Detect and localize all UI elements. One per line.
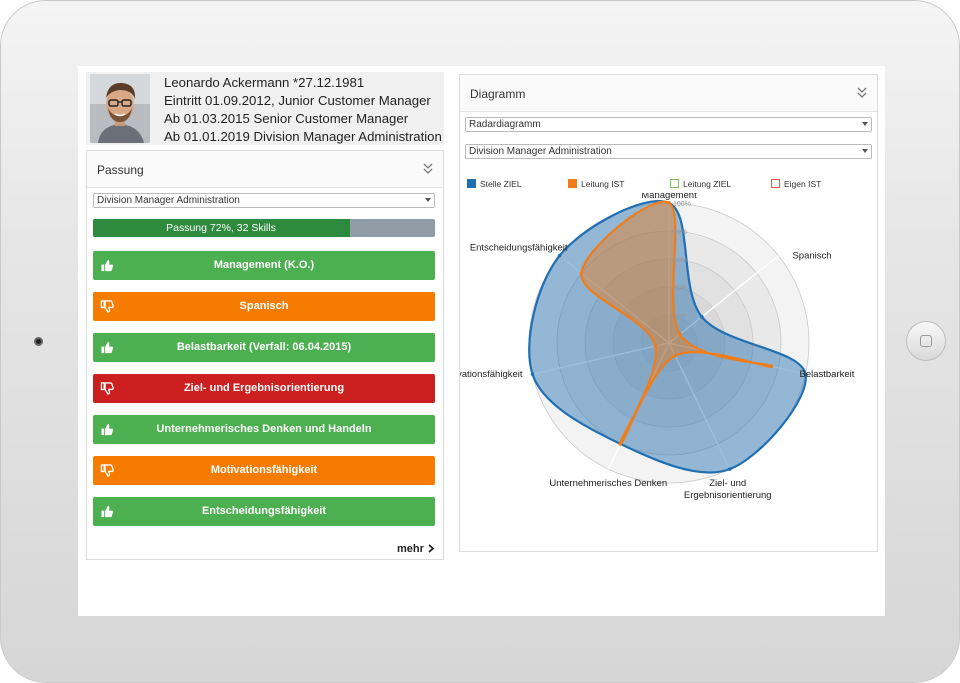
passung-progress-label: Passung 72%, 32 Skills bbox=[166, 222, 276, 234]
legend-swatch bbox=[670, 179, 679, 188]
skill-label: Entscheidungsfähigkeit bbox=[201, 505, 327, 517]
axis-label: Ziel- und Ergebnisorientierung bbox=[684, 478, 772, 501]
series-area bbox=[528, 200, 807, 474]
avatar bbox=[90, 74, 150, 143]
legend-label: Leitung IST bbox=[581, 179, 625, 189]
axis-label: Unternehmerisches Denken bbox=[549, 478, 667, 489]
legend-item[interactable]: Eigen IST bbox=[771, 178, 821, 190]
data-point bbox=[678, 332, 682, 337]
data-point bbox=[579, 271, 584, 275]
data-point bbox=[803, 372, 808, 376]
skill-label: Spanisch bbox=[239, 300, 289, 312]
data-point bbox=[700, 315, 704, 319]
home-button[interactable] bbox=[906, 321, 946, 361]
profile-role-2019: Ab 01.01.2019 Division Manager Administr… bbox=[164, 129, 442, 144]
tick-label: 20% bbox=[673, 313, 687, 320]
skill-item[interactable]: Management (K.O.) bbox=[93, 251, 435, 280]
thumbs-down-icon bbox=[100, 300, 114, 313]
profile-entry: Eintritt 01.09.2012, Junior Customer Man… bbox=[164, 93, 431, 108]
thumbs-down-icon bbox=[100, 464, 114, 477]
radar-chart: 20% 40% 60% 80% 100%Management Spanisch Belast… bbox=[460, 193, 855, 501]
data-point bbox=[653, 344, 658, 348]
skill-item[interactable]: Unternehmerisches Denken und Handeln bbox=[93, 415, 435, 444]
passung-title: Passung bbox=[97, 163, 144, 177]
legend-swatch bbox=[771, 179, 780, 188]
data-point bbox=[673, 353, 677, 358]
thumbs-up-icon bbox=[101, 259, 114, 272]
chevron-down-icon bbox=[862, 122, 868, 126]
legend-item[interactable]: Stelle ZIEL bbox=[467, 178, 522, 190]
tick-label: 80% bbox=[673, 229, 687, 236]
chart-role-select-value: Division Manager Administration bbox=[469, 146, 612, 157]
data-point bbox=[618, 442, 623, 446]
profile-info: Leonardo Ackermann *27.12.1981 Eintritt … bbox=[164, 74, 442, 146]
data-point bbox=[667, 201, 671, 205]
skill-label: Belastbarkeit (Verfall: 06.04.2015) bbox=[176, 341, 352, 353]
axis-label: Entscheidungsfähigkeit bbox=[470, 243, 568, 254]
diagramm-panel-header[interactable]: Diagramm bbox=[460, 75, 877, 112]
passung-progress-bar: Passung 72%, 32 Skills bbox=[93, 219, 435, 237]
axis-spoke bbox=[668, 255, 779, 344]
axis-label: Spanisch bbox=[792, 251, 831, 262]
skill-label: Unternehmerisches Denken und Handeln bbox=[156, 423, 372, 435]
more-label: mehr bbox=[397, 543, 424, 555]
passung-panel-header[interactable]: Passung bbox=[87, 151, 443, 188]
diagramm-title: Diagramm bbox=[470, 87, 526, 101]
thumbs-down-icon bbox=[100, 382, 114, 395]
chevron-right-icon bbox=[428, 544, 435, 553]
skill-item[interactable]: Entscheidungsfähigkeit bbox=[93, 497, 435, 526]
skill-item[interactable]: Motivationsfähigkeit bbox=[93, 456, 435, 485]
passung-progress-fill bbox=[93, 219, 350, 237]
axis-label: Motivationsfähigkeit bbox=[460, 369, 523, 380]
legend-swatch bbox=[467, 179, 476, 188]
chevron-down-icon bbox=[425, 198, 431, 202]
data-point bbox=[530, 372, 535, 376]
more-link[interactable]: mehr bbox=[397, 543, 435, 555]
skill-item[interactable]: Spanisch bbox=[93, 292, 435, 321]
app-screen: Leonardo Ackermann *27.12.1981 Eintritt … bbox=[78, 66, 885, 616]
camera-icon bbox=[34, 337, 43, 346]
tick-label: 100% bbox=[673, 201, 691, 208]
legend-label: Stelle ZIEL bbox=[480, 179, 522, 189]
legend-swatch bbox=[568, 179, 577, 188]
tick-label: 60% bbox=[673, 257, 687, 264]
passung-role-select-value: Division Manager Administration bbox=[97, 195, 240, 206]
left-column: Leonardo Ackermann *27.12.1981 Eintritt … bbox=[86, 72, 444, 560]
skill-item[interactable]: Belastbarkeit (Verfall: 06.04.2015) bbox=[93, 333, 435, 362]
tick-label: 40% bbox=[673, 285, 687, 292]
collapse-chevron-icon[interactable] bbox=[855, 85, 869, 99]
thumbs-up-icon bbox=[101, 341, 114, 354]
data-point bbox=[727, 467, 732, 471]
passung-panel: Passung Division Manager Administration … bbox=[86, 150, 444, 560]
skill-label: Motivationsfähigkeit bbox=[210, 464, 318, 476]
axis-spoke bbox=[559, 255, 670, 344]
profile-header: Leonardo Ackermann *27.12.1981 Eintritt … bbox=[86, 72, 444, 145]
data-point bbox=[769, 364, 774, 369]
skill-item[interactable]: Ziel- und Ergebnisorientierung bbox=[93, 374, 435, 403]
data-point bbox=[557, 253, 562, 258]
skill-label: Ziel- und Ergebnisorientierung bbox=[183, 382, 345, 394]
chart-role-select[interactable]: Division Manager Administration bbox=[465, 144, 872, 159]
passung-role-select[interactable]: Division Manager Administration bbox=[93, 193, 435, 208]
chevron-down-icon bbox=[862, 149, 868, 153]
axis-spoke bbox=[532, 342, 670, 375]
axis-spoke bbox=[668, 342, 731, 470]
skill-label: Management (K.O.) bbox=[213, 259, 315, 271]
chart-type-select[interactable]: Radardiagramm bbox=[465, 117, 872, 132]
profile-name: Leonardo Ackermann *27.12.1981 bbox=[164, 75, 365, 90]
diagramm-panel: Diagramm Radardiagramm Division Manager … bbox=[459, 74, 878, 552]
chart-type-select-value: Radardiagramm bbox=[469, 119, 541, 130]
thumbs-up-icon bbox=[101, 423, 114, 436]
profile-role-2015: Ab 01.03.2015 Senior Customer Manager bbox=[164, 111, 409, 126]
legend-label: Eigen IST bbox=[784, 179, 822, 189]
legend-item[interactable]: Leitung ZIEL bbox=[670, 178, 731, 190]
collapse-chevron-icon[interactable] bbox=[421, 161, 435, 175]
axis-label: Belastbarkeit bbox=[799, 369, 854, 380]
thumbs-up-icon bbox=[101, 505, 114, 518]
legend-item[interactable]: Leitung IST bbox=[568, 178, 624, 190]
legend-label: Leitung ZIEL bbox=[683, 179, 732, 189]
axis-label: Management bbox=[641, 193, 697, 201]
